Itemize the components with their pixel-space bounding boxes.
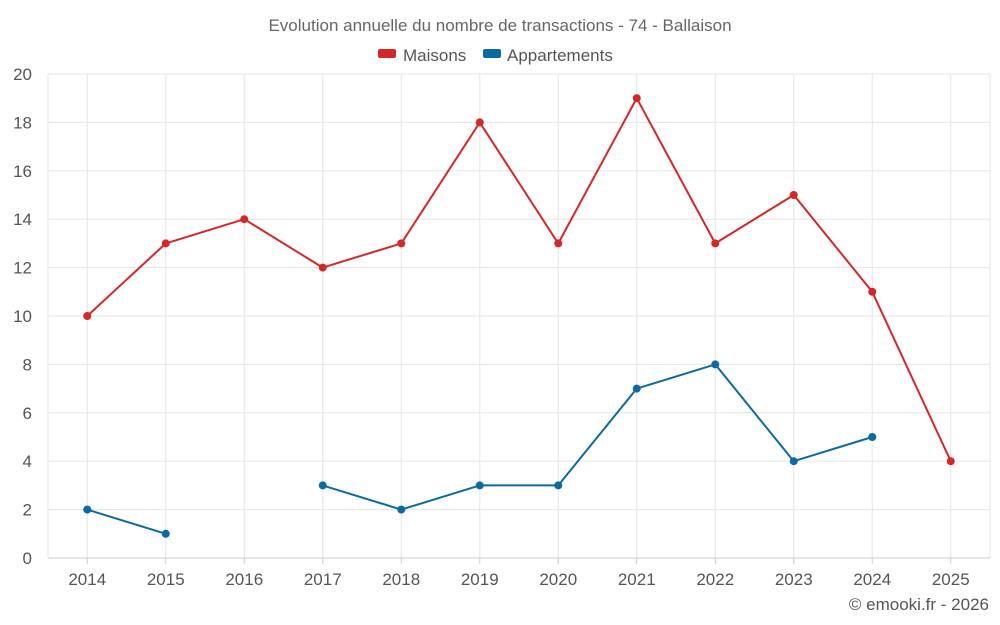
y-tick-label: 6 xyxy=(23,404,32,423)
y-tick-label: 0 xyxy=(23,549,32,568)
data-point-maisons-2020[interactable] xyxy=(554,239,563,248)
data-point-appartements-2021[interactable] xyxy=(632,384,641,393)
data-point-maisons-2018[interactable] xyxy=(397,239,406,248)
data-point-appartements-2014[interactable] xyxy=(83,505,92,514)
x-tick-label: 2025 xyxy=(932,570,970,589)
x-tick-label: 2023 xyxy=(775,570,813,589)
data-point-maisons-2021[interactable] xyxy=(632,94,641,103)
data-point-maisons-2022[interactable] xyxy=(711,239,720,248)
data-point-maisons-2017[interactable] xyxy=(318,263,327,272)
series-line-maisons xyxy=(86,97,952,462)
credit-text: © emooki.fr - 2026 xyxy=(849,595,989,614)
legend[interactable]: Maisons Appartements xyxy=(378,46,613,65)
x-tick-label: 2019 xyxy=(461,570,499,589)
y-tick-label: 4 xyxy=(23,452,32,471)
x-tick-label: 2022 xyxy=(696,570,734,589)
series-appartements xyxy=(83,360,877,538)
y-tick-label: 12 xyxy=(13,259,32,278)
x-tick-label: 2015 xyxy=(147,570,185,589)
y-tick-label: 14 xyxy=(13,210,32,229)
x-tick-label: 2021 xyxy=(618,570,656,589)
y-tick-label: 16 xyxy=(13,162,32,181)
data-point-appartements-2022[interactable] xyxy=(711,360,720,369)
y-tick-label: 20 xyxy=(13,65,32,84)
data-point-maisons-2024[interactable] xyxy=(868,287,877,296)
axes: 0 2 4 6 8 10 12 14 16 18 20 2014 2015 2016 2017 2018 201… xyxy=(13,65,990,589)
legend-item-maisons[interactable]: Maisons xyxy=(378,46,466,65)
series-line-appartements xyxy=(86,508,167,535)
legend-label-maisons: Maisons xyxy=(403,46,466,65)
data-point-appartements-2024[interactable] xyxy=(868,433,877,441)
data-point-appartements-2017[interactable] xyxy=(318,481,327,490)
y-tick-label: 18 xyxy=(13,113,32,132)
series xyxy=(83,94,955,538)
y-tick-label: 10 xyxy=(13,307,32,326)
x-tick-label: 2017 xyxy=(304,570,342,589)
data-point-appartements-2023[interactable] xyxy=(789,457,798,466)
legend-item-appartements[interactable]: Appartements xyxy=(483,46,613,65)
y-tick-label: 8 xyxy=(23,355,32,374)
legend-label-appartements: Appartements xyxy=(507,46,613,65)
data-point-maisons-2014[interactable] xyxy=(83,312,92,320)
legend-swatch-appartements xyxy=(483,49,501,58)
y-tick-label: 2 xyxy=(23,501,32,520)
x-tick-label: 2024 xyxy=(853,570,891,589)
series-line-appartements xyxy=(322,363,873,511)
series-maisons xyxy=(83,94,955,466)
data-point-appartements-2020[interactable] xyxy=(554,481,563,490)
data-point-appartements-2018[interactable] xyxy=(397,505,406,514)
x-tick-label: 2020 xyxy=(539,570,577,589)
legend-swatch-maisons xyxy=(378,49,396,58)
data-point-maisons-2019[interactable] xyxy=(475,118,484,127)
grid xyxy=(47,73,991,558)
x-tick-label: 2014 xyxy=(68,570,106,589)
data-point-maisons-2016[interactable] xyxy=(240,215,249,224)
data-point-maisons-2015[interactable] xyxy=(161,239,170,248)
x-tick-label: 2016 xyxy=(225,570,263,589)
data-point-maisons-2025[interactable] xyxy=(946,457,955,466)
chart-title: Evolution annuelle du nombre de transact… xyxy=(268,16,731,35)
x-tick-label: 2018 xyxy=(382,570,420,589)
data-point-maisons-2023[interactable] xyxy=(789,191,798,199)
data-point-appartements-2019[interactable] xyxy=(475,481,484,490)
data-point-appartements-2015[interactable] xyxy=(161,529,170,538)
